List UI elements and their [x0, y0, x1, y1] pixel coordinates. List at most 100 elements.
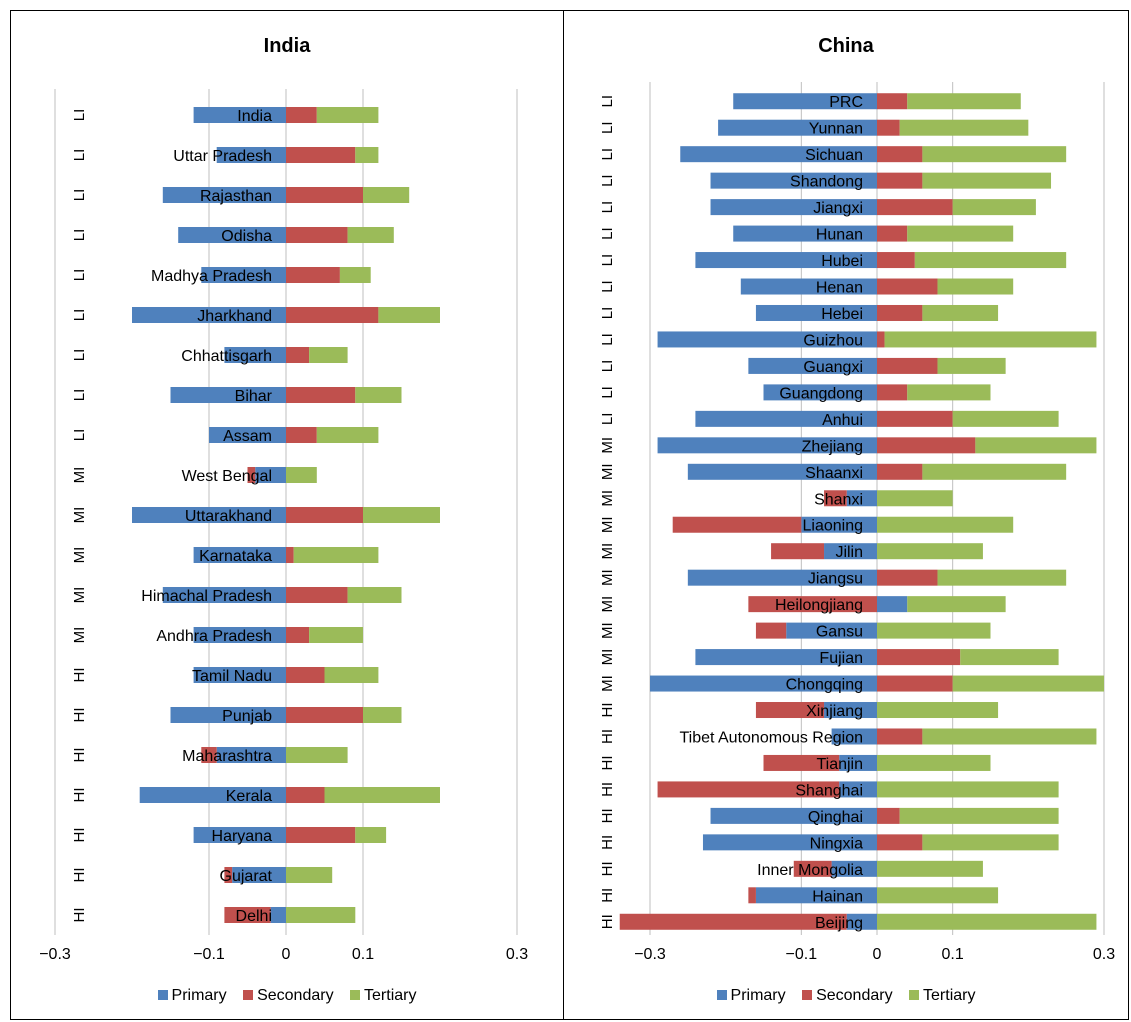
- bar-primary: [232, 867, 286, 883]
- legend-tertiary-label: Tertiary: [923, 987, 976, 1004]
- bar-secondary: [877, 278, 938, 295]
- bar-tertiary: [922, 304, 999, 321]
- bar-primary: [178, 227, 286, 243]
- category-label: Yunnan: [809, 121, 863, 138]
- bar-secondary: [286, 667, 325, 683]
- income-group-label: HI: [599, 861, 616, 876]
- income-group-label: LI: [71, 389, 88, 402]
- income-group-label: MI: [71, 507, 88, 524]
- bar-primary: [139, 787, 286, 803]
- bar-tertiary: [952, 199, 1036, 216]
- x-tick-label: 0.1: [352, 946, 374, 963]
- income-group-label: LI: [71, 429, 88, 442]
- bar-primary: [687, 463, 877, 480]
- bar-tertiary: [363, 187, 410, 203]
- category-label: Maharashtra: [182, 748, 272, 765]
- legend-tertiary: Tertiary: [909, 987, 975, 1005]
- income-group-label: LI: [599, 227, 616, 240]
- bar-tertiary: [877, 702, 999, 719]
- india-chart-plot: −0.3 −0.1 0 0.1 0.3 India LI Uttar Pradesh LI Raj…: [39, 89, 528, 963]
- income-group-label: HI: [599, 808, 616, 823]
- bar-tertiary: [347, 227, 394, 243]
- bar-primary: [831, 860, 877, 877]
- income-group-label: LI: [71, 189, 88, 202]
- bar-primary: [733, 225, 877, 242]
- bar-primary: [132, 507, 286, 523]
- bar-primary: [687, 569, 877, 586]
- bar-tertiary: [975, 437, 1097, 454]
- income-group-label: LI: [71, 149, 88, 162]
- category-label: Liaoning: [803, 518, 864, 535]
- bar-primary: [695, 649, 877, 666]
- category-label: Heilongjiang: [775, 597, 863, 614]
- bar-secondary: [672, 516, 802, 533]
- bar-secondary: [224, 867, 233, 883]
- category-label: Shanxi: [814, 491, 863, 508]
- category-label: Gujarat: [220, 868, 273, 885]
- bar-secondary: [657, 781, 840, 798]
- income-group-label: MI: [71, 547, 88, 564]
- category-label: Tamil Nadu: [192, 668, 272, 685]
- category-label: Rajasthan: [200, 188, 272, 205]
- bar-primary: [132, 307, 286, 323]
- bar-tertiary: [960, 649, 1059, 666]
- bar-primary: [224, 347, 286, 363]
- income-group-label: LI: [599, 333, 616, 346]
- category-label: Uttarakhand: [185, 508, 272, 525]
- bar-tertiary: [952, 675, 1104, 692]
- legend-swatch-primary: [157, 989, 168, 1000]
- bar-primary: [216, 147, 286, 163]
- india-chart-panel: India −0.3 −0.1 0 0.1 0.3 India LI Uttar Prades…: [10, 10, 564, 1020]
- bar-tertiary: [922, 728, 1097, 745]
- category-label: Guangxi: [803, 359, 863, 376]
- bar-tertiary: [937, 278, 1014, 295]
- income-group-label: LI: [71, 109, 88, 122]
- x-tick-label: 0: [873, 946, 882, 963]
- bar-secondary: [286, 147, 356, 163]
- legend-primary: Primary: [157, 987, 227, 1005]
- bar-primary: [755, 304, 877, 321]
- income-group-label: MI: [599, 490, 616, 507]
- bar-tertiary: [316, 107, 379, 123]
- bar-secondary: [224, 907, 271, 923]
- bar-tertiary: [309, 347, 348, 363]
- bar-secondary: [286, 507, 363, 523]
- bar-primary: [755, 887, 877, 904]
- income-group-label: MI: [71, 467, 88, 484]
- category-label: Kerala: [226, 788, 272, 805]
- income-group-label: LI: [599, 413, 616, 426]
- income-group-label: MI: [71, 627, 88, 644]
- category-label: Andhra Pradesh: [156, 628, 272, 645]
- bar-secondary: [286, 267, 340, 283]
- bar-secondary: [877, 199, 953, 216]
- legend-swatch-tertiary: [909, 989, 920, 1000]
- bar-tertiary: [355, 827, 387, 843]
- category-label: Jharkhand: [197, 308, 272, 325]
- bar-tertiary: [877, 516, 1014, 533]
- legend-primary-label: Primary: [171, 987, 227, 1004]
- category-label: Himachal Pradesh: [141, 588, 272, 605]
- china-chart-plot: −0.3 −0.1 0 0.1 0.3 PRC LI Yunnan LI Sichuan LI Sha…: [599, 82, 1115, 963]
- bar-primary: [831, 728, 877, 745]
- bar-secondary: [286, 307, 379, 323]
- category-label: Tibet Autonomous Region: [679, 729, 863, 746]
- bar-primary: [718, 119, 877, 136]
- bar-primary: [193, 627, 286, 643]
- category-label: Hainan: [812, 888, 863, 905]
- category-label: Anhui: [822, 412, 863, 429]
- income-group-label: HI: [71, 748, 88, 763]
- china-chart-title: China: [818, 35, 874, 57]
- bar-tertiary: [347, 587, 402, 603]
- income-group-label: LI: [71, 269, 88, 282]
- bar-tertiary: [877, 781, 1059, 798]
- bar-tertiary: [324, 787, 440, 803]
- bar-primary: [216, 747, 286, 763]
- income-group-label: HI: [599, 888, 616, 903]
- bar-secondary: [877, 834, 923, 851]
- bar-secondary: [877, 146, 923, 163]
- income-group-label: LI: [71, 229, 88, 242]
- bar-tertiary: [922, 172, 1052, 189]
- income-group-label: HI: [599, 755, 616, 770]
- x-tick-label: −0.3: [39, 946, 71, 963]
- income-group-label: MI: [599, 649, 616, 666]
